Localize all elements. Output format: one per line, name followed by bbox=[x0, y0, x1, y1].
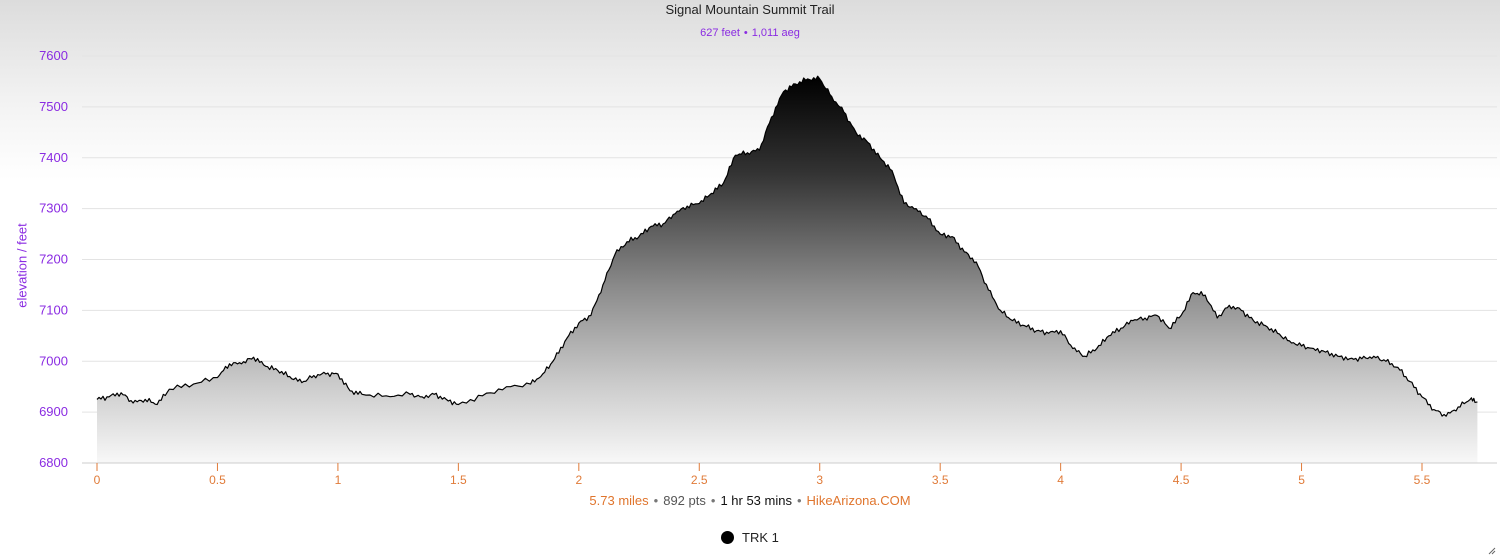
y-axis: 6800 6900 7000 7100 7200 7300 7400 7500 7600 bbox=[39, 48, 68, 470]
x-tick-label: 0.5 bbox=[209, 473, 226, 487]
footer-separator: • bbox=[796, 493, 802, 508]
accumulated-elevation-gain: 1,011 aeg bbox=[751, 27, 800, 39]
y-tick-label: 7200 bbox=[39, 252, 68, 267]
footer-points: 892 pts bbox=[663, 493, 706, 508]
x-tick-label: 1.5 bbox=[450, 473, 467, 487]
footer-source: HikeArizona.COM bbox=[806, 493, 911, 508]
footer-separator: • bbox=[710, 493, 716, 508]
y-tick-label: 7500 bbox=[39, 99, 68, 114]
x-tick-label: 5.5 bbox=[1414, 473, 1431, 487]
y-tick-label: 7600 bbox=[39, 48, 68, 63]
y-tick-label: 7300 bbox=[39, 201, 68, 216]
footer-distance: 5.73 miles bbox=[589, 493, 649, 508]
x-tick-label: 2 bbox=[575, 473, 582, 487]
y-tick-label: 6900 bbox=[39, 404, 68, 419]
x-tick-label: 4 bbox=[1057, 473, 1064, 487]
elevation-series-line[interactable] bbox=[96, 75, 1478, 417]
x-tick-label: 3.5 bbox=[932, 473, 949, 487]
footer-duration: 1 hr 53 mins bbox=[720, 493, 792, 508]
resize-handle-icon[interactable] bbox=[1486, 545, 1496, 555]
chart-background bbox=[0, 0, 1500, 180]
y-tick-label: 7400 bbox=[39, 150, 68, 165]
elevation-area-fill bbox=[97, 76, 1478, 463]
x-tick-label: 0 bbox=[94, 473, 101, 487]
y-tick-label: 6800 bbox=[39, 455, 68, 470]
legend-item-trk1[interactable]: TRK 1 bbox=[721, 530, 779, 545]
x-tick-label: 2.5 bbox=[691, 473, 708, 487]
elevation-gain: 627 feet bbox=[700, 27, 740, 39]
x-tick-label: 3 bbox=[816, 473, 823, 487]
chart-subtitle: 627 feet • 1,011 aeg bbox=[0, 27, 1500, 39]
legend-swatch bbox=[721, 531, 734, 544]
footer-separator: • bbox=[653, 493, 659, 508]
chart-footer: 5.73 miles • 892 pts • 1 hr 53 mins • HikeAriz… bbox=[0, 493, 1500, 508]
x-tick-label: 4.5 bbox=[1173, 473, 1190, 487]
y-tick-label: 7000 bbox=[39, 353, 68, 368]
x-axis: 0 0.5 1 1.5 2 2.5 3 3.5 4 4.5 5 5.5 bbox=[82, 462, 1497, 487]
legend-label: TRK 1 bbox=[742, 530, 779, 545]
subtitle-separator: • bbox=[743, 27, 748, 39]
x-tick-label: 5 bbox=[1298, 473, 1305, 487]
y-tick-label: 7100 bbox=[39, 302, 68, 317]
elevation-series bbox=[96, 75, 1478, 463]
x-tick-label: 1 bbox=[335, 473, 342, 487]
chart-title: Signal Mountain Summit Trail bbox=[665, 2, 835, 17]
